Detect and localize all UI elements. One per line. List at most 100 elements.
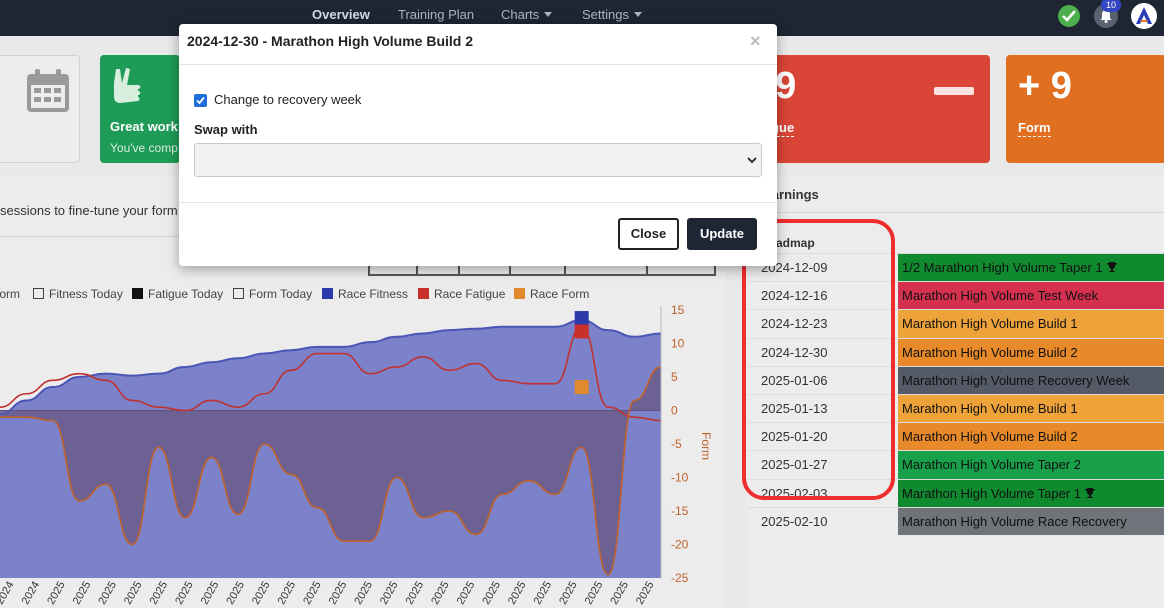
y2-tick-label: -25 [671, 571, 689, 585]
fatigue-card: 39 Fatigue [758, 55, 990, 163]
roadmap-row[interactable]: 2025-01-06 Marathon High Volume Recovery … [748, 365, 1164, 394]
y2-axis-label: Form [699, 432, 713, 460]
legend-fitness-today-label: Fitness Today [49, 287, 123, 301]
x-tick-label: 2025 [96, 580, 119, 607]
race-form-marker [574, 380, 589, 395]
legend-swatch [322, 288, 333, 299]
x-tick-label: 2025 [148, 580, 171, 607]
x-tick-label: 2025 [122, 580, 145, 607]
legend-swatch [418, 288, 429, 299]
legend-form-label: Form [0, 287, 20, 301]
nav-settings-label: Settings [582, 7, 629, 22]
bell-icon[interactable] [1094, 4, 1118, 28]
nav-settings[interactable]: Settings [582, 7, 642, 22]
roadmap-date: 2024-12-09 [761, 260, 828, 275]
close-button[interactable]: Close [618, 218, 679, 250]
check-icon[interactable] [1058, 5, 1080, 27]
annotation-highlight [742, 219, 895, 500]
legend-fatigue-today-label: Fatigue Today [148, 287, 224, 301]
roadmap-row[interactable]: 2025-01-27 Marathon High Volume Taper 2 [748, 450, 1164, 479]
y2-tick-label: 15 [671, 303, 685, 317]
x-tick-label: 2025 [327, 580, 350, 607]
roadmap-plan[interactable]: Marathon High Volume Taper 2 [898, 451, 1164, 479]
form-line [0, 366, 662, 576]
race-fitness-marker [574, 311, 589, 326]
x-tick-label: 2025 [404, 580, 427, 607]
legend-swatch [514, 288, 525, 299]
legend-form-today[interactable]: Form Today [233, 287, 312, 301]
recovery-week-modal: 2024-12-30 - Marathon High Volume Build … [179, 24, 777, 266]
x-tick-label: 2024 [0, 580, 17, 607]
roadmap-plan[interactable]: Marathon High Volume Test Week [898, 282, 1164, 310]
legend-swatch [33, 288, 44, 299]
x-tick-label: 2025 [378, 580, 401, 607]
roadmap-plan[interactable]: Marathon High Volume Taper 1 [898, 479, 1164, 507]
legend-form-today-label: Form Today [249, 287, 313, 301]
minus-icon [934, 87, 974, 95]
x-tick-label: 2025 [301, 580, 324, 607]
roadmap-plan[interactable]: Marathon High Volume Race Recovery [898, 507, 1164, 535]
nav-overview[interactable]: Overview [312, 7, 370, 22]
x-tick-label: 2025 [276, 580, 299, 607]
roadmap-date: 2025-01-06 [761, 372, 828, 388]
roadmap-plan[interactable]: Marathon High Volume Build 1 [898, 394, 1164, 423]
legend-race-form[interactable]: Race Form [514, 287, 589, 301]
roadmap-plan[interactable]: Marathon High Volume Build 2 [898, 423, 1164, 451]
swap-with-label: Swap with [194, 122, 258, 137]
nav-training-plan[interactable]: Training Plan [398, 7, 475, 22]
roadmap-row[interactable]: 2025-01-20 Marathon High Volume Build 2 [748, 422, 1164, 451]
roadmap-date: 2024-12-16 [761, 288, 828, 304]
legend-race-fatigue[interactable]: Race Fatigue [418, 287, 505, 301]
form-label[interactable]: Form [1018, 120, 1051, 137]
legend-fatigue-today[interactable]: Fatigue Today [132, 287, 223, 301]
recovery-week-label[interactable]: Change to recovery week [214, 92, 362, 107]
x-tick-label: 2025 [71, 580, 94, 607]
x-tick-label: 2025 [583, 580, 606, 607]
form-area [0, 366, 661, 575]
roadmap-row[interactable]: 2024-12-23 Marathon High Volume Build 1 [748, 309, 1164, 338]
roadmap-row[interactable]: 2024-12-16 Marathon High Volume Test Week [748, 281, 1164, 310]
x-tick-label: 2025 [352, 580, 375, 607]
roadmap-plan[interactable]: 1/2 Marathon High Volume Taper 1 [898, 254, 1164, 282]
swap-with-select[interactable] [194, 143, 762, 177]
avatar[interactable] [1131, 3, 1157, 29]
legend-race-fitness-label: Race Fitness [338, 287, 409, 301]
roadmap-plan[interactable]: Marathon High Volume Build 1 [898, 310, 1164, 338]
roadmap-date: 2025-02-10 [761, 513, 828, 529]
roadmap-date: 2024-12-23 [761, 316, 828, 332]
roadmap-row[interactable]: 2024-12-30 Marathon High Volume Build 2 [748, 337, 1164, 366]
legend-form[interactable]: Form [0, 287, 20, 301]
legend-swatch [233, 288, 244, 299]
green-card-title: Great work [110, 119, 178, 134]
divider [179, 64, 777, 65]
roadmap-row[interactable]: 2025-01-13 Marathon High Volume Build 1 [748, 393, 1164, 423]
legend-fitness-today[interactable]: Fitness Today [33, 287, 123, 301]
close-icon[interactable]: × [750, 31, 761, 51]
notification-badge: 10 [1101, 0, 1121, 12]
x-tick-label: 2025 [429, 580, 452, 607]
x-tick-label: 2025 [199, 580, 222, 607]
y2-tick-label: -5 [671, 437, 682, 451]
roadmap-row[interactable]: 2024-12-09 1/2 Marathon High Volume Taper… [748, 253, 1164, 282]
green-card-text: You've comp [110, 141, 178, 155]
y2-tick-label: -10 [671, 471, 689, 485]
roadmap-row[interactable]: 2025-02-10 Marathon High Volume Race Reco… [748, 506, 1164, 535]
recovery-week-checkbox[interactable] [194, 94, 207, 107]
legend-race-form-label: Race Form [530, 287, 590, 301]
chevron-down-icon [633, 12, 642, 17]
nav-charts[interactable]: Charts [501, 7, 553, 22]
race-fatigue-marker [574, 324, 589, 339]
chevron-down-icon [544, 12, 553, 17]
y2-tick-label: 0 [671, 404, 678, 418]
update-button[interactable]: Update [687, 218, 757, 250]
legend-race-fitness[interactable]: Race Fitness [322, 287, 408, 301]
legend-swatch [132, 288, 143, 299]
tip-text: sessions to fine-tune your form [0, 203, 178, 218]
roadmap-plan[interactable]: Marathon High Volume Build 2 [898, 338, 1164, 366]
roadmap-plan[interactable]: Marathon High Volume Recovery Week [898, 366, 1164, 394]
range-button-group[interactable] [368, 258, 716, 276]
x-tick-label: 2025 [455, 580, 478, 607]
x-tick-label: 2025 [557, 580, 580, 607]
trophy-icon [1084, 487, 1095, 498]
